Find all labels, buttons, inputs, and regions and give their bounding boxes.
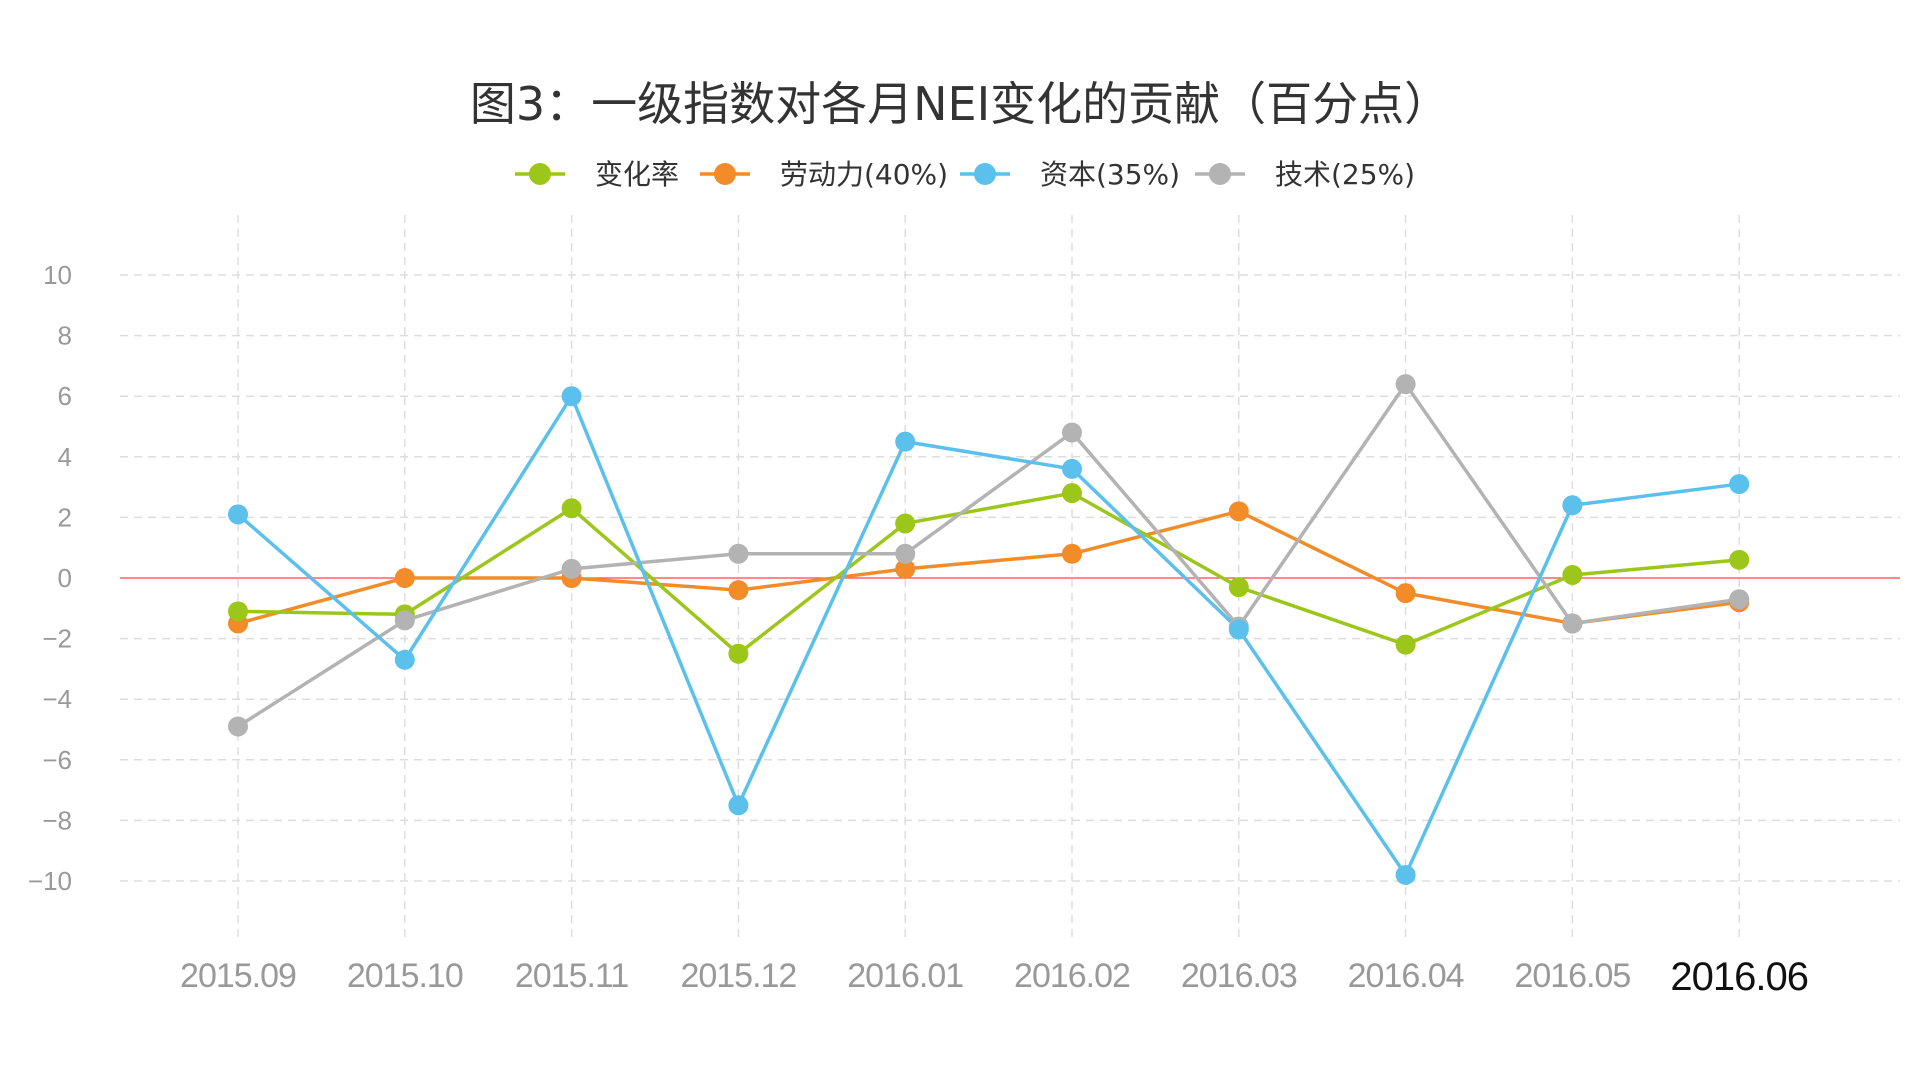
legend-label: 劳动力(40%) bbox=[780, 158, 948, 191]
series-line bbox=[236, 394, 1741, 877]
x-tick-label: 2015.11 bbox=[515, 957, 628, 995]
x-tick-label: 2016.03 bbox=[1181, 957, 1297, 995]
legend-swatch-marker bbox=[974, 163, 996, 185]
y-tick-label: −6 bbox=[42, 745, 72, 775]
x-tick-label: 2015.10 bbox=[347, 957, 463, 995]
data-point bbox=[1062, 458, 1082, 479]
y-axis: 10 8 6 4 2 0 −2 −4 −6 −8 −10 bbox=[28, 260, 72, 896]
data-point bbox=[1228, 501, 1249, 522]
legend: 变化率 劳动力(40%) 资本(35%) 技术(25%) bbox=[515, 158, 1415, 191]
x-tick-label: 2015.09 bbox=[180, 957, 296, 995]
legend-swatch-marker bbox=[529, 163, 551, 185]
legend-swatch-marker bbox=[1209, 163, 1231, 185]
series-line bbox=[236, 491, 1741, 656]
y-tick-label: 0 bbox=[58, 563, 72, 593]
x-tick-label: 2016.04 bbox=[1348, 957, 1464, 995]
data-point bbox=[1062, 422, 1082, 443]
data-point bbox=[1395, 583, 1416, 604]
legend-label: 变化率 bbox=[595, 158, 679, 191]
data-point bbox=[561, 558, 582, 579]
series-lines bbox=[236, 382, 1741, 877]
data-point bbox=[1562, 495, 1583, 516]
y-tick-label: 4 bbox=[58, 442, 72, 472]
y-tick-label: 2 bbox=[58, 502, 72, 532]
data-point bbox=[728, 543, 749, 564]
x-axis: 2015.09 2015.10 2015.11 2015.12 2016.01 2016.… bbox=[180, 955, 1809, 999]
data-point bbox=[895, 513, 916, 534]
chart-title: 图3：一级指数对各月NEI变化的贡献（百分点） bbox=[470, 77, 1450, 131]
data-point bbox=[1729, 549, 1750, 570]
x-tick-label: 2016.05 bbox=[1514, 957, 1630, 995]
y-tick-label: −8 bbox=[42, 805, 72, 835]
data-point bbox=[1228, 577, 1249, 598]
legend-label: 技术(25%) bbox=[1275, 158, 1415, 191]
data-point bbox=[394, 610, 415, 631]
data-point bbox=[394, 568, 415, 588]
data-point bbox=[1395, 864, 1416, 885]
x-tick-label: 2016.02 bbox=[1014, 957, 1130, 995]
y-tick-label: −4 bbox=[42, 684, 72, 714]
data-point bbox=[228, 504, 248, 525]
series-points bbox=[228, 374, 1750, 885]
y-tick-label: 10 bbox=[43, 260, 72, 290]
data-point bbox=[1729, 589, 1750, 610]
y-tick-label: −2 bbox=[42, 624, 72, 654]
data-point bbox=[561, 498, 582, 519]
data-point bbox=[228, 601, 248, 622]
data-point bbox=[1062, 543, 1082, 564]
data-point bbox=[1062, 483, 1082, 504]
data-point bbox=[895, 543, 916, 564]
data-point bbox=[1228, 619, 1249, 640]
series-line bbox=[236, 382, 1741, 729]
x-tick-label: 2016.06 bbox=[1670, 955, 1808, 999]
data-point bbox=[1729, 474, 1750, 495]
y-tick-label: 8 bbox=[58, 321, 72, 351]
data-point bbox=[1395, 634, 1416, 655]
y-tick-label: 6 bbox=[58, 381, 72, 411]
data-point bbox=[728, 795, 749, 816]
data-point bbox=[895, 558, 916, 579]
legend-label: 资本(35%) bbox=[1040, 158, 1180, 191]
data-point bbox=[1562, 564, 1583, 585]
x-tick-label: 2015.12 bbox=[680, 957, 796, 995]
data-point bbox=[394, 649, 415, 670]
x-tick-label: 2016.01 bbox=[847, 957, 963, 995]
data-point bbox=[1562, 613, 1583, 634]
data-point bbox=[228, 716, 248, 737]
grid bbox=[120, 215, 1900, 940]
data-point bbox=[561, 386, 582, 407]
data-point bbox=[728, 580, 749, 601]
data-point bbox=[895, 431, 916, 452]
data-point bbox=[728, 643, 749, 664]
data-point bbox=[1395, 374, 1416, 395]
y-tick-label: −10 bbox=[28, 866, 72, 896]
legend-swatch-marker bbox=[714, 163, 736, 185]
